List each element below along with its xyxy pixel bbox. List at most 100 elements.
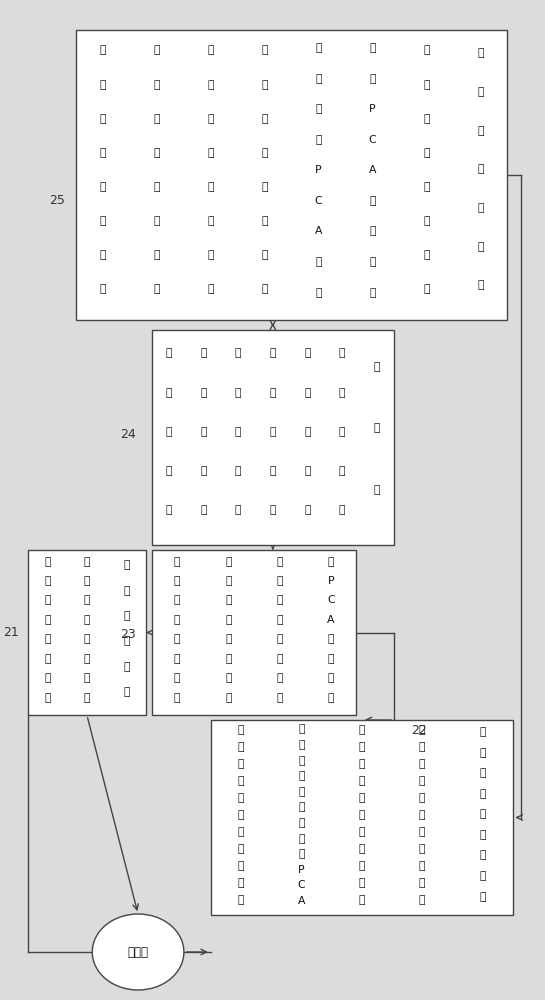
Text: 块: 块	[200, 427, 207, 437]
Text: 理: 理	[477, 203, 483, 213]
Text: 者: 者	[174, 673, 180, 683]
FancyBboxPatch shape	[76, 30, 507, 320]
Text: 控: 控	[339, 427, 346, 437]
Text: 收: 收	[200, 505, 207, 515]
Text: 料: 料	[298, 771, 305, 781]
Text: 闭: 闭	[359, 878, 365, 888]
Text: 基: 基	[298, 724, 305, 734]
Text: 续: 续	[235, 427, 241, 437]
Text: 品: 品	[423, 45, 429, 55]
Text: 平: 平	[423, 148, 429, 158]
Text: 放: 放	[304, 427, 311, 437]
Text: 据: 据	[100, 250, 106, 260]
Text: 平: 平	[316, 74, 322, 84]
Text: 搭: 搭	[44, 557, 51, 567]
Text: 型: 型	[154, 216, 160, 226]
Text: 资: 资	[123, 662, 130, 672]
Text: 进: 进	[359, 827, 365, 837]
Text: 接: 接	[200, 466, 207, 476]
FancyBboxPatch shape	[152, 550, 356, 715]
Text: 络: 络	[166, 466, 172, 476]
Text: 且: 且	[419, 827, 425, 837]
Text: 平: 平	[208, 80, 214, 90]
Text: 者: 者	[276, 673, 283, 683]
Text: ，: ，	[208, 148, 214, 158]
Text: 传: 传	[174, 615, 180, 625]
Text: 25: 25	[50, 194, 65, 207]
Text: 后: 后	[100, 148, 106, 158]
Text: 存: 存	[304, 388, 311, 398]
Text: 机: 机	[370, 196, 376, 206]
Text: A: A	[298, 896, 305, 906]
Text: 为: 为	[208, 250, 214, 260]
Text: 模: 模	[238, 810, 244, 820]
Text: 个: 个	[477, 87, 483, 97]
Text: 访: 访	[83, 595, 90, 605]
Text: 程: 程	[359, 742, 365, 752]
Text: 的: 的	[419, 725, 425, 735]
Text: 人: 人	[477, 126, 483, 136]
Text: 资: 资	[298, 756, 305, 766]
FancyBboxPatch shape	[211, 720, 513, 915]
Text: 网: 网	[166, 427, 172, 437]
Text: 者: 者	[225, 693, 232, 703]
Text: 行: 行	[359, 844, 365, 854]
Text: 者: 者	[83, 693, 90, 703]
Text: 网: 网	[304, 505, 311, 515]
Text: 取: 取	[238, 861, 244, 871]
Text: 据: 据	[479, 871, 486, 881]
Text: 患: 患	[174, 654, 180, 664]
Text: 分: 分	[100, 80, 106, 90]
Text: 患: 患	[238, 878, 244, 888]
Text: 使: 使	[423, 80, 429, 90]
Text: 存: 存	[419, 861, 425, 871]
Text: 料: 料	[225, 634, 232, 644]
Text: 患: 患	[225, 673, 232, 683]
Text: 本: 本	[276, 576, 283, 586]
Text: 行: 行	[44, 595, 51, 605]
Text: ，: ，	[419, 810, 425, 820]
Text: 特: 特	[174, 576, 180, 586]
Text: 储: 储	[419, 844, 425, 854]
Text: 控: 控	[200, 348, 207, 358]
Text: C: C	[327, 595, 335, 605]
Text: 、: 、	[423, 216, 429, 226]
Text: 、: 、	[316, 135, 322, 145]
Text: 者: 者	[238, 895, 244, 905]
Text: 视: 视	[83, 615, 90, 625]
Text: 台: 台	[316, 104, 322, 114]
Text: 监: 监	[339, 388, 346, 398]
Text: 患: 患	[423, 284, 429, 294]
Text: 时: 时	[262, 45, 268, 55]
Text: 数: 数	[419, 742, 425, 752]
Text: 作: 作	[235, 348, 241, 358]
Text: 患: 患	[262, 80, 268, 90]
Text: 进: 进	[44, 673, 51, 683]
Text: 患: 患	[276, 654, 283, 664]
Text: 汇: 汇	[100, 284, 106, 294]
Text: 数: 数	[328, 673, 334, 683]
Text: 后: 后	[235, 388, 241, 398]
Text: 析: 析	[419, 793, 425, 803]
Text: 机: 机	[479, 748, 486, 758]
Text: 经: 经	[166, 348, 172, 358]
Text: A: A	[327, 615, 335, 625]
Text: 络: 络	[339, 348, 346, 358]
Text: 访: 访	[123, 611, 130, 621]
Text: ，: ，	[359, 793, 365, 803]
Text: 态: 态	[262, 250, 268, 260]
Text: 器: 器	[370, 226, 376, 236]
Text: 块: 块	[238, 827, 244, 837]
Text: 处: 处	[270, 348, 276, 358]
Text: 者: 者	[477, 48, 483, 58]
Text: 取: 取	[83, 654, 90, 664]
Text: 的: 的	[154, 250, 160, 260]
Text: 及: 及	[298, 787, 305, 797]
Text: 全: 全	[304, 466, 311, 476]
Text: 及: 及	[276, 634, 283, 644]
Text: 块: 块	[339, 505, 346, 515]
Text: 分: 分	[419, 776, 425, 786]
Text: 者: 者	[262, 114, 268, 124]
Text: C: C	[315, 196, 323, 206]
Text: 者: 者	[298, 818, 305, 828]
